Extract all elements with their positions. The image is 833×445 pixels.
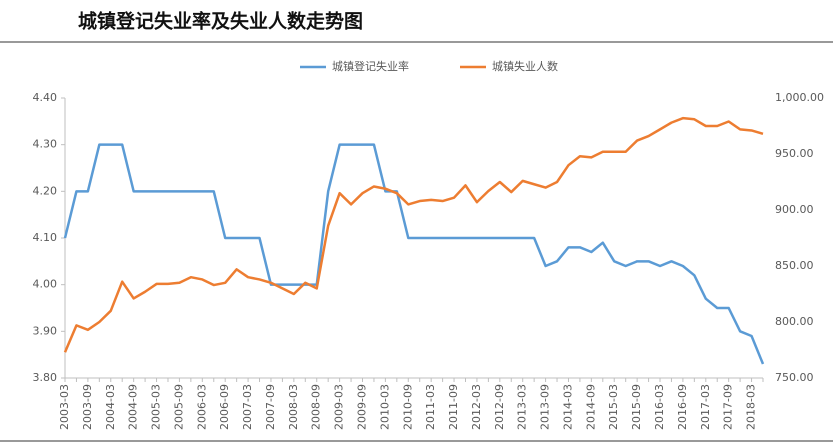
x-tick-label: 2003-09 <box>81 384 94 430</box>
x-tick-label: 2016-03 <box>653 384 666 430</box>
y-tick-label: 3.90 <box>33 324 58 337</box>
x-tick-label: 2013-03 <box>516 384 529 430</box>
legend-label: 城镇失业人数 <box>492 59 558 73</box>
legend-label: 城镇登记失业率 <box>332 59 409 73</box>
x-tick-label: 2011-03 <box>424 384 437 430</box>
x-tick-label: 2004-09 <box>127 384 140 430</box>
x-tick-label: 2012-03 <box>470 384 483 430</box>
chart-title: 城镇登记失业率及失业人数走势图 <box>78 10 363 33</box>
x-tick-label: 2003-03 <box>58 384 71 430</box>
x-tick-label: 2008-03 <box>287 384 300 430</box>
x-tick-label: 2015-09 <box>630 384 643 430</box>
y-tick-label: 4.20 <box>33 184 58 197</box>
series-line <box>63 143 765 365</box>
series-line <box>63 116 764 353</box>
y2-tick-label: 750.00 <box>775 371 814 384</box>
x-tick-label: 2009-09 <box>356 384 369 430</box>
x-tick-label: 2011-09 <box>447 384 460 430</box>
y2-tick-label: 850.00 <box>775 259 814 272</box>
x-tick-label: 2007-03 <box>241 384 254 430</box>
x-tick-label: 2012-09 <box>493 384 506 430</box>
y2-tick-label: 1,000.00 <box>775 91 824 104</box>
x-tick-label: 2014-03 <box>561 384 574 430</box>
x-tick-label: 2010-09 <box>401 384 414 430</box>
x-tick-label: 2006-03 <box>195 384 208 430</box>
x-tick-label: 2010-03 <box>378 384 391 430</box>
y-tick-label: 4.10 <box>33 231 58 244</box>
x-tick-label: 2008-09 <box>310 384 323 430</box>
x-tick-label: 2017-09 <box>722 384 735 430</box>
y2-tick-label: 800.00 <box>775 315 814 328</box>
x-tick-label: 2018-03 <box>745 384 758 430</box>
x-tick-label: 2016-09 <box>676 384 689 430</box>
y-tick-label: 4.40 <box>33 91 58 104</box>
y-tick-label: 4.30 <box>33 138 58 151</box>
x-tick-label: 2007-09 <box>264 384 277 430</box>
y-tick-label: 3.80 <box>33 371 58 384</box>
y2-tick-label: 900.00 <box>775 203 814 216</box>
x-tick-label: 2005-09 <box>172 384 185 430</box>
x-tick-label: 2009-03 <box>333 384 346 430</box>
x-tick-label: 2015-03 <box>607 384 620 430</box>
x-tick-label: 2014-09 <box>584 384 597 430</box>
x-tick-label: 2004-03 <box>104 384 117 430</box>
x-tick-label: 2005-03 <box>150 384 163 430</box>
x-tick-label: 2017-03 <box>699 384 712 430</box>
y2-tick-label: 950.00 <box>775 147 814 160</box>
x-tick-label: 2013-09 <box>539 384 552 430</box>
x-tick-label: 2006-09 <box>218 384 231 430</box>
y-tick-label: 4.00 <box>33 278 58 291</box>
